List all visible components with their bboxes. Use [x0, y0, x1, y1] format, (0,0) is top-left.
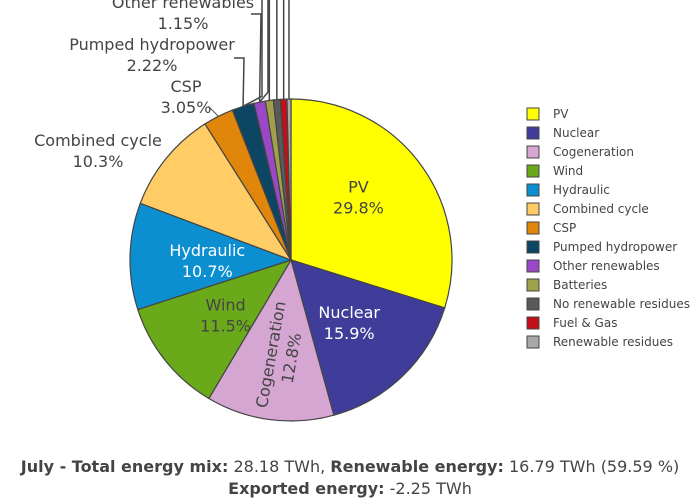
legend-label: Hydraulic [553, 183, 610, 197]
slice-nuclear[interactable] [290, 259, 446, 416]
legend-label: Cogeneration [553, 145, 634, 159]
slice-label-combined-cycle: Combined cycle 10.3% [34, 131, 162, 171]
legend-swatch [526, 107, 540, 121]
legend-swatch [526, 278, 540, 292]
legend-item-no-renewable-residues[interactable]: No renewable residues [526, 297, 690, 311]
legend-item-hydraulic[interactable]: Hydraulic [526, 183, 610, 197]
slice-renewable-residues[interactable] [286, 98, 292, 261]
legend-swatch [526, 316, 540, 330]
legend-label: Nuclear [553, 126, 599, 140]
pie-chart: PV 29.8%Nuclear 15.9%Cogeneration12.8%Wind… [34, 0, 690, 422]
legend-label: PV [553, 107, 569, 121]
legend-label: Other renewables [553, 259, 660, 273]
legend-swatch [526, 183, 540, 197]
outside-label-other-renewables: Other renewables 1.15% [112, 0, 262, 103]
legend-label: Batteries [553, 278, 607, 292]
summary-line-2: Exported energy: -2.25 TWh [0, 478, 700, 500]
slice-hydraulic[interactable] [129, 202, 293, 311]
legend-item-wind[interactable]: Wind [526, 164, 583, 178]
slice-labels: PV 29.8%Nuclear 15.9%Cogeneration12.8%Wind… [34, 0, 384, 409]
slice-cogeneration[interactable] [208, 258, 335, 422]
leader-line-up-pumped-hydropower [242, 0, 263, 107]
outside-label-pumped-hydropower: Pumped hydropower 2.22% [69, 35, 245, 107]
leader-line-up-other-renewables [259, 0, 269, 103]
summary-part-1: 28.18 TWh, [228, 457, 331, 476]
energy-summary: July - Total energy mix: 28.18 TWh, Rene… [0, 456, 700, 500]
summary-part-2: Renewable energy: [330, 457, 504, 476]
legend-label: Fuel & Gas [553, 316, 617, 330]
legend-item-batteries[interactable]: Batteries [526, 278, 607, 292]
summary-part-3: 16.79 TWh (59.59 %) [503, 457, 680, 476]
legend-swatch [526, 240, 540, 254]
legend-item-renewable-residues[interactable]: Renewable residues [526, 335, 673, 349]
legend-swatch [526, 335, 540, 349]
slice-label-nuclear: Nuclear 15.9% [318, 303, 380, 343]
legend-item-other-renewables[interactable]: Other renewables [526, 259, 660, 273]
legend-label: Wind [553, 164, 583, 178]
legend-item-cogeneration[interactable]: Cogeneration [526, 145, 634, 159]
slice-label-hydraulic: Hydraulic 10.7% [169, 241, 245, 281]
legend-item-fuel-and-gas[interactable]: Fuel & Gas [526, 316, 617, 330]
legend[interactable]: PV Nuclear Cogeneration Wind Hydraulic Combin… [526, 107, 690, 349]
slice-combined-cycle[interactable] [139, 123, 293, 262]
slice-label-wind: Wind 11.5% [200, 295, 251, 335]
summary-part-0: July - Total energy mix: [20, 457, 229, 476]
summary-line-1: July - Total energy mix: 28.18 TWh, Rene… [0, 456, 700, 478]
legend-label: CSP [553, 221, 576, 235]
legend-item-nuclear[interactable]: Nuclear [526, 126, 599, 140]
legend-item-pv[interactable]: PV [526, 107, 569, 121]
legend-item-combined-cycle[interactable]: Combined cycle [526, 202, 649, 216]
legend-swatch [526, 297, 540, 311]
pie-slices [129, 98, 453, 422]
legend-swatch [526, 126, 540, 140]
legend-label: Renewable residues [553, 335, 673, 349]
legend-swatch [526, 221, 540, 235]
legend-swatch [526, 145, 540, 159]
legend-label: Pumped hydropower [553, 240, 677, 254]
slice-label-pv: PV 29.8% [333, 177, 384, 217]
legend-swatch [526, 259, 540, 273]
legend-label: Combined cycle [553, 202, 649, 216]
slice-pv[interactable] [290, 98, 453, 309]
outside-label-csp: CSP 3.05% [161, 77, 219, 117]
summary-part-0: Exported energy: [228, 479, 385, 498]
legend-label: No renewable residues [553, 297, 690, 311]
legend-item-csp[interactable]: CSP [526, 221, 576, 235]
legend-swatch [526, 164, 540, 178]
summary-part-1: -2.25 TWh [384, 479, 472, 498]
slice-wind[interactable] [137, 258, 293, 400]
legend-item-pumped-hydropower[interactable]: Pumped hydropower [526, 240, 677, 254]
legend-swatch [526, 202, 540, 216]
